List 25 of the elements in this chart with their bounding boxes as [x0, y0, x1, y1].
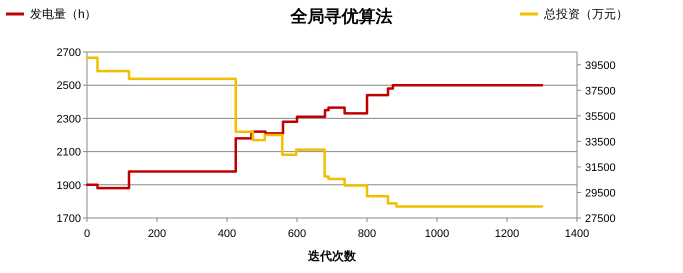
y2-tick-label: 29500 — [585, 187, 616, 200]
y2-tick-label: 39500 — [585, 60, 616, 72]
y2-tick-label: 31500 — [585, 162, 616, 174]
x-tick-label: 1400 — [564, 228, 590, 240]
x-tick-label: 400 — [218, 228, 236, 240]
y2-tick-label: 37500 — [585, 85, 616, 98]
x-axis-title: 迭代次数 — [307, 249, 357, 263]
y-tick-label: 2300 — [56, 113, 81, 126]
y-tick-label: 1700 — [56, 213, 81, 225]
y-tick-label: 1900 — [56, 180, 81, 192]
y2-tick-label: 27500 — [585, 213, 616, 225]
legend-label: 总投资（万元） — [543, 7, 628, 21]
x-tick-label: 0 — [84, 228, 90, 240]
x-tick-label: 600 — [288, 228, 306, 240]
legend-label: 发电量（h） — [30, 7, 97, 21]
x-tick-label: 1200 — [494, 228, 520, 240]
chart-title: 全局寻优算法 — [290, 7, 392, 26]
x-tick-label: 1000 — [424, 228, 450, 240]
y2-tick-label: 35500 — [585, 110, 616, 123]
y2-tick-label: 33500 — [585, 136, 616, 148]
x-tick-label: 200 — [148, 228, 166, 240]
y-tick-label: 2500 — [56, 80, 81, 92]
y-tick-label: 2700 — [56, 47, 81, 59]
y-tick-label: 2100 — [56, 146, 81, 159]
x-tick-label: 800 — [358, 228, 376, 240]
